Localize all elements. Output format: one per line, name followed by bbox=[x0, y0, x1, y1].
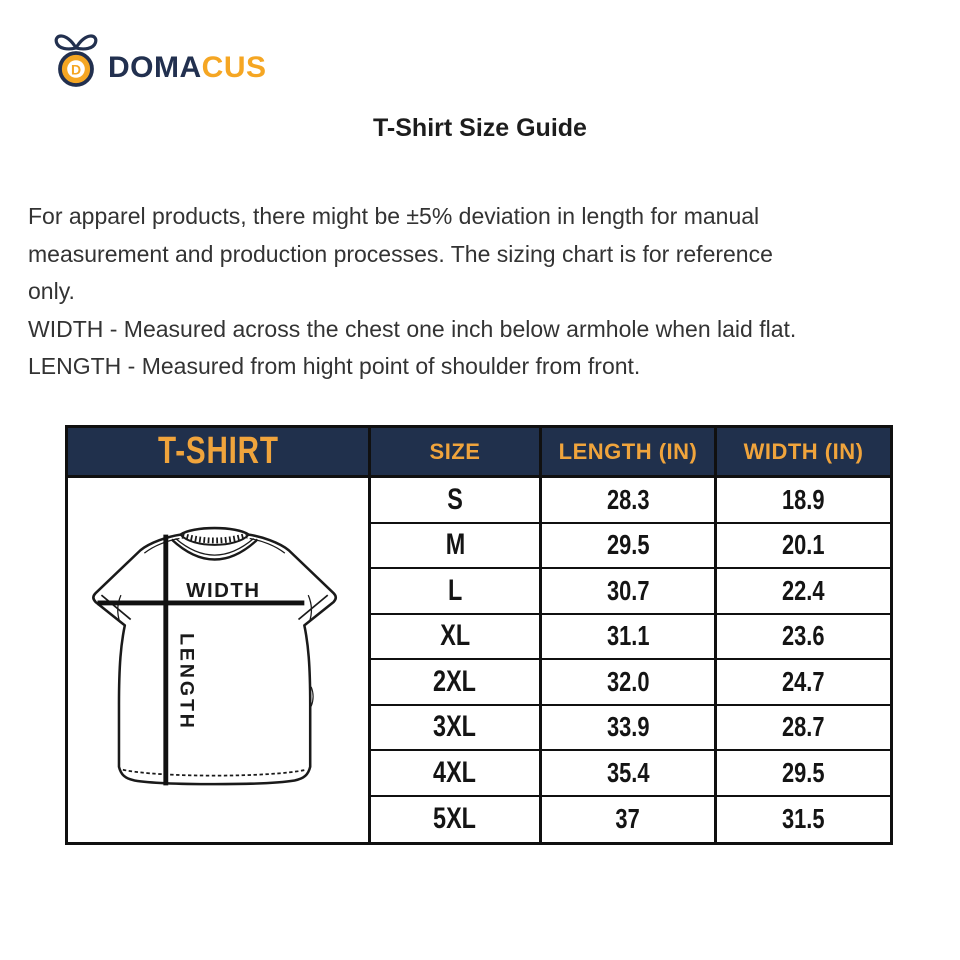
table-row-length: 31.1 bbox=[542, 614, 717, 660]
size-table: T-SHIRT SIZE LENGTH (IN) WIDTH (IN) bbox=[65, 425, 893, 845]
diagram-width-label: WIDTH bbox=[186, 579, 260, 602]
table-row-length: 35.4 bbox=[542, 751, 717, 797]
tshirt-illustration: WIDTH LENGTH bbox=[92, 526, 338, 786]
table-row-length: 29.5 bbox=[542, 523, 717, 569]
length-definition: LENGTH - Measured from hight point of sh… bbox=[28, 353, 641, 379]
table-header-product: T-SHIRT bbox=[68, 428, 371, 478]
table-row-size: 4XL bbox=[371, 751, 542, 797]
table-row-width: 23.6 bbox=[717, 614, 890, 660]
table-row-size: 3XL bbox=[371, 705, 542, 751]
diagram-length-label: LENGTH bbox=[175, 633, 197, 731]
table-row-length: 28.3 bbox=[542, 478, 717, 524]
table-row-size: S bbox=[371, 478, 542, 524]
brand-name-suffix: CUS bbox=[201, 51, 267, 84]
table-row-length: 32.0 bbox=[542, 660, 717, 706]
gift-bow-d-icon: D bbox=[54, 34, 98, 87]
table-row-size: M bbox=[371, 523, 542, 569]
logo-letter: D bbox=[71, 62, 81, 78]
table-row-length: 33.9 bbox=[542, 705, 717, 751]
brand-name-prefix: DOMA bbox=[108, 51, 202, 84]
tshirt-diagram: WIDTH LENGTH bbox=[68, 478, 371, 842]
table-header-length: LENGTH (IN) bbox=[542, 428, 717, 478]
table-row-width: 24.7 bbox=[717, 660, 890, 706]
table-header-width: WIDTH (IN) bbox=[717, 428, 890, 478]
table-row-length: 30.7 bbox=[542, 569, 717, 615]
table-header-product-label: T-SHIRT bbox=[157, 430, 279, 472]
table-header-size: SIZE bbox=[371, 428, 542, 478]
table-row-size: L bbox=[371, 569, 542, 615]
table-row-width: 29.5 bbox=[717, 751, 890, 797]
table-row-width: 22.4 bbox=[717, 569, 890, 615]
table-row-width: 31.5 bbox=[717, 796, 890, 842]
width-definition: WIDTH - Measured across the chest one in… bbox=[28, 315, 797, 342]
brand-name: DOMACUS bbox=[108, 51, 267, 85]
table-row-width: 28.7 bbox=[717, 705, 890, 751]
intro-line: measurement and production processes. Th… bbox=[28, 240, 773, 267]
page-title: T-Shirt Size Guide bbox=[373, 114, 587, 142]
table-row-width: 20.1 bbox=[717, 523, 890, 569]
table-row-size: XL bbox=[371, 614, 542, 660]
intro-text: For apparel products, there might be ±5%… bbox=[28, 198, 938, 386]
table-row-length: 37 bbox=[542, 796, 717, 842]
table-row-size: 2XL bbox=[371, 660, 542, 706]
intro-line: For apparel products, there might be ±5%… bbox=[28, 203, 760, 229]
brand-logo: D DOMACUS bbox=[50, 28, 267, 92]
intro-line: only. bbox=[28, 278, 75, 304]
table-row-width: 18.9 bbox=[717, 478, 890, 524]
table-row-size: 5XL bbox=[371, 796, 542, 842]
